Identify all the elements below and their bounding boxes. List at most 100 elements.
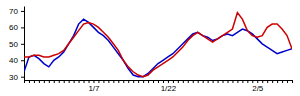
x-tick-mark [79,80,80,83]
x-tick: 1/22 [161,80,177,93]
x-tick [223,80,224,83]
x-tick-mark [287,80,288,83]
y-tick-mark [21,60,24,61]
x-tick-mark [208,80,209,83]
x-tick [49,80,50,83]
x-tick [113,80,114,83]
x-tick-mark [49,80,50,83]
y-tick-mark [21,44,24,45]
x-tick-mark [173,80,174,83]
x-tick-mark [213,80,214,83]
x-tick [118,80,119,83]
plot-area: 1/71/222/53040506070 [9,7,292,93]
x-tick-mark [168,80,169,83]
x-tick-mark [143,80,144,83]
x-tick [173,80,174,83]
x-tick [34,80,35,83]
x-tick [138,80,139,83]
x-tick-mark [89,80,90,83]
y-tick: 30 [9,73,24,82]
x-tick [133,80,134,83]
x-tick-mark [257,80,258,83]
x-tick [44,80,45,83]
x-tick [227,80,228,83]
x-tick-mark [158,80,159,83]
x-tick-mark [198,80,199,83]
x-tick-mark [218,80,219,83]
y-tick-label: 70 [9,7,18,16]
x-tick [74,80,75,83]
x-tick-mark [203,80,204,83]
x-tick-mark [103,80,104,83]
x-tick-mark [247,80,248,83]
series-group [24,13,292,77]
y-tick: 70 [9,7,24,16]
x-tick [64,80,65,83]
x-tick [218,80,219,83]
x-tick [98,80,99,83]
x-tick [208,80,209,83]
x-tick-mark [153,80,154,83]
x-tick: 1/7 [88,80,100,93]
y-axis: 3040506070 [9,7,24,82]
x-tick [163,80,164,83]
x-axis: 1/71/222/5 [25,80,293,93]
x-tick-mark [223,80,224,83]
x-tick [89,80,90,83]
x-tick [103,80,104,83]
x-tick [188,80,189,83]
x-tick-mark [59,80,60,83]
x-tick [108,80,109,83]
y-tick-mark [21,11,24,12]
x-tick-mark [242,80,243,83]
x-tick-mark [292,80,293,83]
x-tick [292,80,293,83]
x-tick-mark [133,80,134,83]
x-tick-mark [282,80,283,83]
x-tick [213,80,214,83]
x-tick-mark [74,80,75,83]
x-tick-mark [232,80,233,83]
x-tick-mark [84,80,85,83]
x-tick-mark [148,80,149,83]
x-tick [282,80,283,83]
x-tick-mark [108,80,109,83]
x-tick [242,80,243,83]
y-tick-label: 50 [9,40,18,49]
y-tick: 40 [9,56,24,65]
x-tick [148,80,149,83]
x-tick-mark [252,80,253,83]
x-tick-mark [128,80,129,83]
x-tick-mark [39,80,40,83]
series-line [24,19,292,77]
x-tick [237,80,238,83]
x-tick-mark [44,80,45,83]
x-tick-mark [193,80,194,83]
x-tick [79,80,80,83]
x-tick-mark [163,80,164,83]
x-tick-mark [237,80,238,83]
x-tick [29,80,30,83]
x-tick [143,80,144,83]
x-tick [272,80,273,83]
chart: 1/71/222/53040506070 [0,0,300,96]
x-tick [193,80,194,83]
x-tick [277,80,278,83]
x-tick [198,80,199,83]
x-tick-mark [98,80,99,83]
x-tick-mark [262,80,263,83]
x-tick-mark [138,80,139,83]
x-tick [203,80,204,83]
x-tick-mark [113,80,114,83]
x-tick-mark [54,80,55,83]
x-tick-mark [69,80,70,83]
x-tick-label: 1/22 [161,84,177,93]
x-tick-mark [267,80,268,83]
y-tick-mark [21,27,24,28]
x-tick-mark [277,80,278,83]
x-tick-mark [29,80,30,83]
y-tick-mark [21,77,24,78]
x-tick [59,80,60,83]
x-tick [232,80,233,83]
y-tick: 50 [9,40,24,49]
